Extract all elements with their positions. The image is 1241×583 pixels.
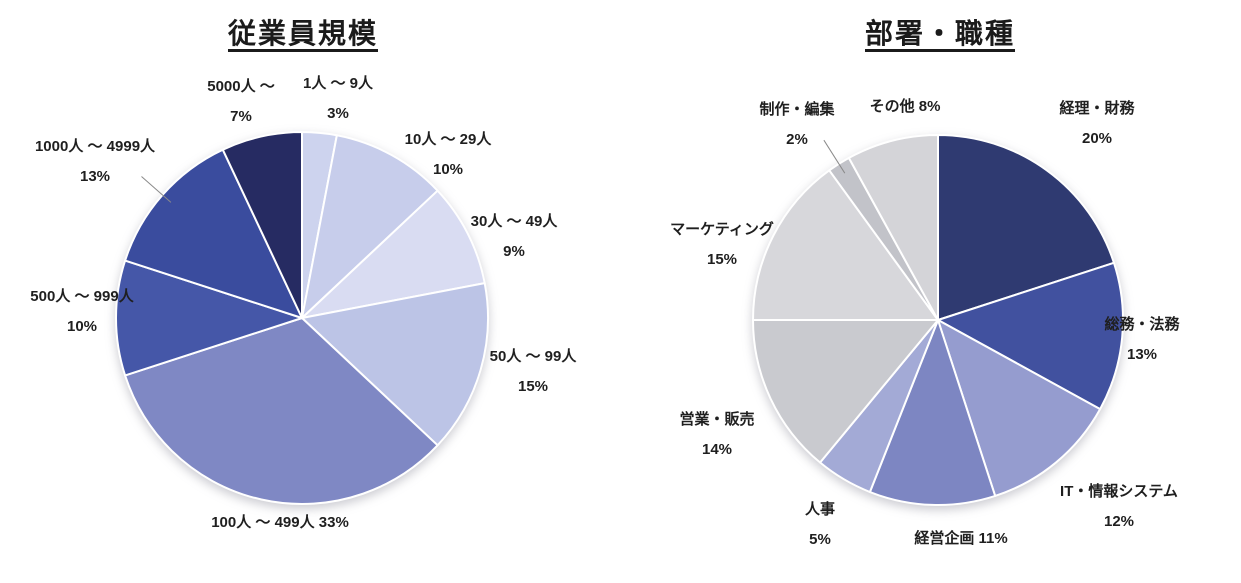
slice-label-text: 営業・販売: [679, 411, 755, 428]
slice-label-text: 50人 ～ 99人: [489, 348, 577, 365]
slice-label-percent: 10%: [432, 161, 464, 178]
pie-slice: [868, 319, 997, 506]
slice-label-text: 経営企画 11%: [914, 530, 1008, 547]
slice-label-percent: 13%: [79, 168, 111, 185]
pie-slice: [115, 259, 303, 377]
pie-slice-label: 30人 ～ 49人 9%: [471, 207, 558, 267]
pie-slice-label: 500人 ～ 999人 10%: [30, 282, 133, 342]
pie-department: [752, 134, 1124, 506]
pie-slice-label: 10人 ～ 29人 10%: [405, 125, 492, 185]
pie-slice: [301, 134, 439, 319]
slice-label-percent: 10%: [66, 318, 98, 335]
pie-slice-label: 経営企画 11%: [914, 524, 1007, 554]
pie-employee-size: [115, 130, 489, 505]
slice-label-percent: 20%: [1081, 130, 1113, 147]
pie-slice: [124, 317, 439, 505]
slice-label-percent: 15%: [706, 251, 738, 268]
pie-slice: [301, 282, 489, 447]
slice-label-text: 1000人 ～ 4999人: [34, 138, 156, 155]
pie-slice: [937, 319, 1102, 497]
slice-label-text: その他 8%: [869, 98, 941, 115]
slice-label-percent: 12%: [1103, 513, 1135, 530]
slice-label-percent: 2%: [786, 131, 808, 148]
pie-slice-label: 制作・編集 2%: [759, 95, 834, 155]
slice-label-percent: 14%: [701, 441, 733, 458]
pie-slice-label: 人事 5%: [805, 495, 835, 555]
slice-label-text: 10人 ～ 29人: [404, 131, 492, 148]
pie-slice-label: マーケティング 15%: [670, 215, 774, 275]
pie-slice-label: 総務・法務 13%: [1104, 310, 1179, 370]
slice-label-text: 5000人 ～: [207, 78, 275, 95]
slice-label-text: 総務・法務: [1104, 316, 1180, 333]
pie-slice: [752, 169, 939, 321]
slice-label-text: IT・情報システム: [1060, 483, 1178, 500]
slice-label-percent: 5%: [809, 531, 831, 548]
pie-slice-label: 営業・販売 14%: [679, 405, 754, 465]
slice-label-text: 500人 ～ 999人: [30, 288, 134, 305]
slice-label-text: 人事: [804, 501, 836, 518]
pie-slice-label: IT・情報システム 12%: [1060, 477, 1178, 537]
slice-label-percent: 15%: [517, 378, 549, 395]
leader-line: [141, 176, 172, 203]
pie-slice: [301, 189, 486, 319]
pie-slice: [752, 319, 939, 464]
slice-label-text: 1人 ～ 9人: [302, 75, 374, 92]
pie-slice-label: その他 8%: [870, 92, 941, 122]
pie-slice: [847, 134, 939, 321]
chart-title-employee-size: 従業員規模: [227, 18, 379, 49]
slice-label-percent: 7%: [230, 108, 252, 125]
slice-label-text: マーケティング: [670, 221, 774, 238]
pie-slice: [221, 131, 303, 319]
pie-slice-label: 1人 ～ 9人 3%: [303, 69, 373, 129]
slice-label-text: 30人 ～ 49人: [470, 213, 558, 230]
slice-label-percent: 3%: [327, 105, 349, 122]
slice-label-percent: 13%: [1126, 346, 1158, 363]
pie-slice-label: 経理・財務 20%: [1059, 94, 1134, 154]
pie-slice-label: 50人 ～ 99人 15%: [490, 342, 577, 402]
slice-label-text: 100人 ～ 499人 33%: [211, 514, 349, 531]
pie-slice: [937, 261, 1124, 411]
chart-title-department: 部署・職種: [864, 18, 1016, 49]
slice-label-percent: 9%: [503, 243, 525, 260]
pie-slice: [937, 134, 1115, 321]
leader-line: [823, 139, 846, 174]
slice-label-text: 制作・編集: [759, 101, 835, 118]
pie-slice-label: 5000人 ～ 7%: [207, 72, 275, 132]
pie-slice-label: 1000人 ～ 4999人 13%: [35, 132, 155, 192]
slice-label-text: 経理・財務: [1059, 100, 1135, 117]
pie-slice-label: 100人 ～ 499人 33%: [211, 508, 349, 538]
